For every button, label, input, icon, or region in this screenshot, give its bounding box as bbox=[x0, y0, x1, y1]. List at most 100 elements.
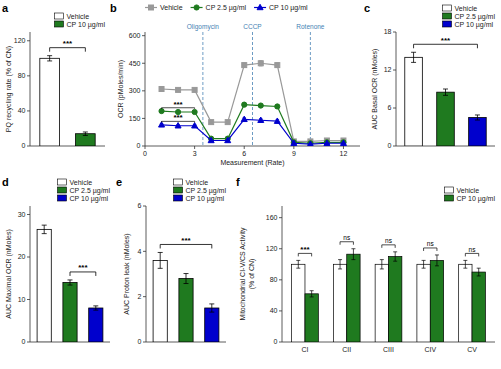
bar bbox=[405, 57, 423, 146]
error-bar bbox=[477, 268, 481, 276]
legend-swatch bbox=[58, 187, 67, 193]
y-tick-label: 12 bbox=[384, 66, 392, 73]
y-tick-label: 0 bbox=[274, 338, 278, 345]
error-bar-path bbox=[83, 132, 88, 136]
legend-swatch bbox=[444, 187, 453, 193]
error-bar-path bbox=[42, 225, 47, 234]
x-tick-label: 12 bbox=[340, 150, 348, 157]
significance-bracket bbox=[424, 248, 437, 251]
error-bar-path bbox=[463, 260, 467, 268]
error-bar bbox=[276, 105, 280, 109]
bar bbox=[459, 264, 472, 342]
error-bar-path bbox=[338, 260, 342, 269]
series bbox=[159, 116, 347, 146]
legend-swatch bbox=[174, 195, 183, 201]
legend: VehicleCP 10 µg/ml bbox=[54, 13, 105, 29]
marker bbox=[340, 140, 346, 145]
y-tick-label: 450 bbox=[129, 60, 141, 67]
marker bbox=[208, 137, 214, 142]
error-bar bbox=[242, 63, 246, 67]
legend-label: CP 10 µg/ml bbox=[456, 195, 495, 203]
error-bar bbox=[160, 87, 164, 91]
error-bar bbox=[184, 274, 189, 284]
error-bar bbox=[338, 260, 342, 269]
marker bbox=[175, 123, 181, 128]
y-tick bbox=[27, 40, 30, 41]
y-axis-label: AUC Maximal OCR (nMoles) bbox=[5, 229, 13, 318]
error-bar-path bbox=[477, 268, 481, 276]
legend-swatch bbox=[174, 187, 183, 193]
event-line bbox=[252, 32, 253, 146]
annotations: ***nsnsnsns bbox=[298, 234, 478, 256]
legend-label: CP 2.5 µg/ml bbox=[186, 187, 227, 195]
marker bbox=[258, 103, 263, 108]
bar bbox=[430, 260, 443, 342]
significance-bracket bbox=[340, 242, 353, 245]
y-axis-line bbox=[146, 206, 147, 342]
y-tick bbox=[279, 248, 282, 249]
error-bar bbox=[351, 249, 355, 260]
bar bbox=[63, 283, 77, 343]
event-line bbox=[202, 32, 203, 146]
y-tick-label: 300 bbox=[129, 87, 141, 94]
marker bbox=[176, 87, 181, 92]
y-tick bbox=[142, 118, 145, 119]
legend-label: CP 2.5 µg/ml bbox=[455, 13, 496, 21]
y-tick bbox=[393, 32, 396, 33]
significance-label: *** bbox=[78, 263, 88, 272]
error-bar-path bbox=[296, 260, 300, 268]
y-axis-line bbox=[396, 32, 397, 146]
bar bbox=[417, 264, 430, 342]
x-axis-label: Measurement (Rate) bbox=[220, 159, 284, 167]
legend-label: Vehicle bbox=[70, 179, 93, 186]
y-tick bbox=[143, 296, 146, 297]
y-tick-label: 2 bbox=[138, 293, 142, 300]
legend-item: Vehicle bbox=[54, 13, 89, 20]
error-bar bbox=[158, 252, 163, 268]
legend-swatch bbox=[443, 13, 452, 19]
panel: 04080120PQ recycling rate (% of CN)a***V… bbox=[2, 2, 105, 149]
bar bbox=[437, 92, 455, 146]
legend: VehicleCP 2.5 µg/mlCP 10 µg/ml bbox=[443, 5, 496, 29]
event-label: CCCP bbox=[243, 23, 261, 30]
error-bar bbox=[209, 304, 214, 312]
legend-item: CP 10 µg/ml bbox=[174, 195, 225, 203]
significance-bracket bbox=[382, 245, 395, 248]
x-tick bbox=[293, 146, 294, 149]
significance-label: ns bbox=[343, 234, 351, 241]
y-tick-label: 6 bbox=[388, 104, 392, 111]
legend-swatch bbox=[443, 5, 452, 11]
error-bar-path bbox=[351, 249, 355, 260]
y-axis-label-line: Mitochondrial CI-V/CS Activity bbox=[239, 227, 247, 320]
marker bbox=[192, 109, 197, 114]
y-tick bbox=[279, 217, 282, 218]
series bbox=[159, 102, 346, 146]
panel: 0246AUC Proton leak (nMoles)e***VehicleC… bbox=[116, 176, 226, 345]
bar bbox=[305, 294, 318, 342]
significance-label: ns bbox=[469, 246, 477, 253]
legend-swatch bbox=[174, 179, 183, 185]
y-tick-label: 160 bbox=[266, 214, 278, 221]
y-axis-line bbox=[145, 32, 146, 146]
plot-area bbox=[292, 249, 486, 342]
bar bbox=[472, 272, 485, 342]
y-tick bbox=[143, 251, 146, 252]
error-bar bbox=[296, 260, 300, 268]
marker bbox=[209, 120, 214, 125]
legend-label: CP 10 µg/ml bbox=[186, 195, 225, 203]
marker bbox=[257, 4, 263, 9]
marker bbox=[291, 140, 297, 145]
event-label: Rotenone bbox=[296, 23, 325, 30]
marker bbox=[307, 141, 313, 146]
marker bbox=[242, 63, 247, 68]
marker bbox=[225, 137, 231, 142]
y-tick-label: 10 bbox=[18, 296, 26, 303]
legend: VehicleCP 2.5 µg/mlCP 10 µg/ml bbox=[174, 179, 227, 203]
y-axis-label: PQ recycling rate (% of CN) bbox=[5, 46, 13, 132]
legend-swatch bbox=[58, 179, 67, 185]
x-tick bbox=[194, 146, 195, 149]
plot-area bbox=[405, 52, 486, 146]
annotations: *** bbox=[50, 39, 86, 52]
significance-label: ns bbox=[385, 237, 393, 244]
plot-area bbox=[153, 252, 219, 342]
